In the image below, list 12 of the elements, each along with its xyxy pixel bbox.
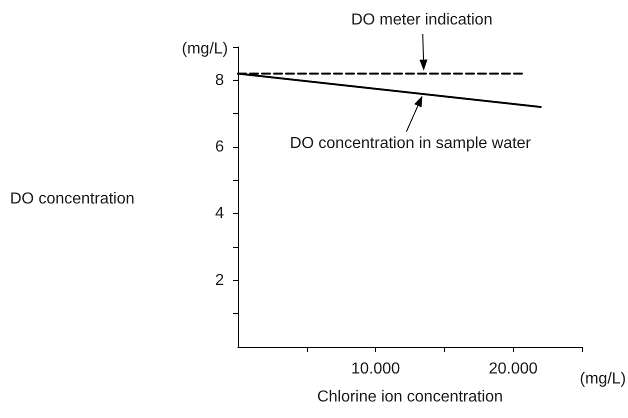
y-tick-label: 2 — [215, 272, 224, 289]
x-tick-label: 10.000 — [351, 360, 400, 378]
annotation: DO concentration in sample water — [290, 135, 532, 152]
text: (mg/L) — [580, 370, 626, 388]
x-tick-label: 20.000 — [488, 360, 538, 378]
text: (mg/L) — [182, 40, 228, 58]
y-tick-label: 6 — [215, 138, 224, 156]
x-axis-title: Chlorine ion concentration — [317, 388, 503, 406]
text: DO concentration — [10, 190, 135, 208]
annotation: DO meter indication — [351, 12, 492, 28]
y-tick-label: 8 — [215, 72, 224, 89]
y-tick-label: 4 — [215, 205, 224, 222]
